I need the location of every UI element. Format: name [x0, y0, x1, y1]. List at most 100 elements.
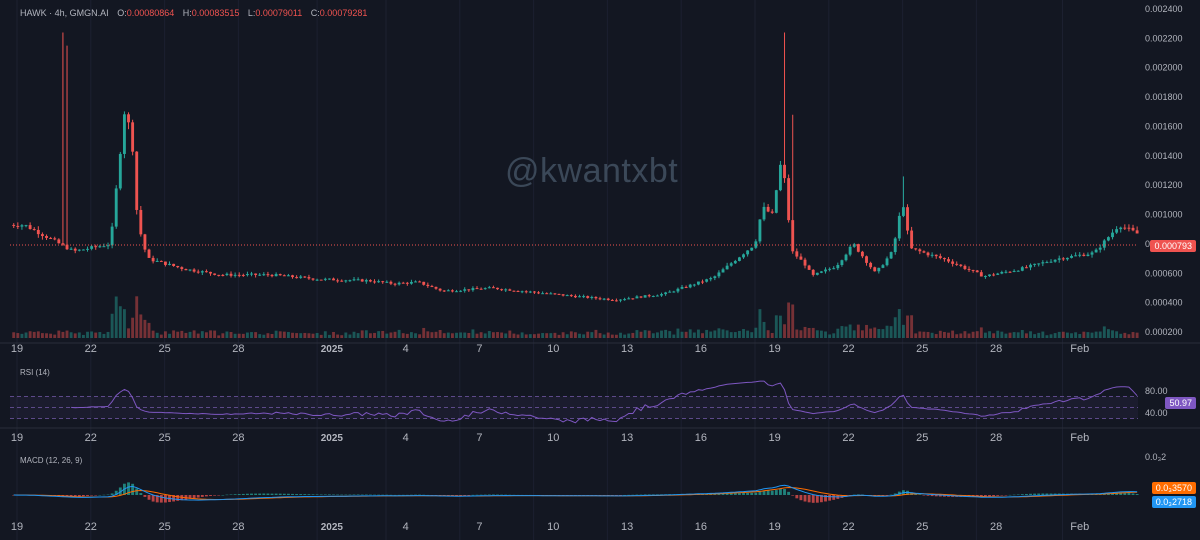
candle-body	[733, 260, 737, 264]
candle-body	[594, 296, 598, 299]
macd-label[interactable]: MACD (12, 26, 9)	[20, 456, 83, 465]
volume-bar	[971, 331, 975, 338]
macd-histogram-bar	[311, 494, 315, 495]
candle-body	[836, 264, 840, 269]
volume-bar	[159, 334, 163, 338]
candle-body	[467, 289, 471, 291]
candle-body	[323, 278, 327, 280]
volume-bar	[135, 296, 139, 338]
volume-bar	[381, 330, 385, 338]
macd-histogram-bar	[619, 495, 622, 496]
volume-bar	[291, 332, 294, 338]
macd-histogram-bar	[291, 493, 294, 495]
volume-bar	[1070, 333, 1073, 338]
time-tick-label: 25	[916, 521, 928, 533]
candle-body	[1135, 230, 1139, 234]
candle-body	[573, 295, 577, 298]
candle-body	[122, 114, 126, 154]
candle-body	[959, 264, 963, 266]
macd-histogram-bar	[926, 495, 930, 496]
macd-histogram-bar	[856, 494, 860, 495]
volume-bar	[1061, 331, 1065, 338]
candle-body	[647, 295, 651, 297]
volume-bar	[323, 331, 327, 338]
price-tick-label: 0.000400	[1145, 298, 1183, 308]
volume-bar	[315, 333, 319, 338]
candle-body	[53, 238, 57, 240]
volume-bar	[1082, 331, 1086, 338]
time-tick-label: 22	[85, 521, 97, 533]
macd-histogram-bar	[1041, 493, 1045, 495]
volume-bar	[155, 332, 159, 338]
volume-bar	[840, 326, 844, 338]
macd-histogram-bar	[192, 495, 196, 499]
macd-histogram-bar	[791, 495, 795, 496]
macd-histogram-bar	[401, 494, 405, 496]
candle-body	[942, 258, 946, 260]
macd-histogram-bar	[102, 494, 106, 496]
candle-body	[926, 252, 930, 256]
candle-body	[262, 274, 266, 276]
candle-body	[241, 274, 245, 276]
candle-body	[705, 279, 709, 282]
candle-body	[163, 261, 167, 265]
volume-bar	[860, 330, 864, 338]
macd-histogram-bar	[299, 494, 303, 495]
candle-body	[709, 278, 713, 280]
volume-bar	[110, 313, 114, 338]
macd-histogram-bar	[69, 495, 73, 497]
candle-body	[860, 251, 864, 257]
macd-histogram-bar	[778, 488, 782, 495]
candle-body	[459, 290, 463, 292]
volume-bar	[705, 329, 709, 338]
macd-histogram-bar	[799, 495, 803, 501]
macd-histogram-bar	[385, 494, 389, 496]
rsi-pane: 80.00 40.00	[10, 380, 1168, 424]
candle-body	[844, 254, 848, 261]
time-tick-label: 2025	[321, 344, 344, 355]
candle-body	[742, 254, 745, 258]
macd-histogram-bar	[483, 494, 487, 496]
volume-bar	[426, 331, 430, 338]
volume-bar	[881, 329, 885, 338]
volume-bar	[176, 331, 180, 338]
candle-body	[1123, 227, 1127, 229]
volume-bar	[590, 332, 594, 338]
time-tick-label: 19	[769, 521, 781, 533]
macd-histogram-bar	[463, 495, 467, 496]
macd-histogram-bar	[352, 494, 356, 496]
volume-bar	[573, 332, 577, 338]
time-tick-label: 25	[158, 432, 170, 444]
macd-histogram-bar	[1008, 494, 1012, 496]
candle-body	[500, 289, 504, 291]
macd-histogram-bar	[1037, 493, 1041, 495]
candle-body	[1102, 240, 1106, 248]
volume-bar	[787, 302, 791, 338]
candle-body	[1016, 270, 1020, 272]
volume-bar	[582, 334, 586, 338]
volume-bar	[94, 332, 98, 338]
close-value: 0.00079281	[319, 8, 368, 18]
volume-bar	[869, 328, 873, 338]
macd-histogram-bar	[803, 495, 807, 502]
volume-bar	[844, 326, 848, 338]
volume-bar	[430, 332, 434, 338]
time-tick-label: 22	[842, 343, 854, 355]
candle-body	[352, 279, 356, 281]
candle-body	[217, 274, 221, 276]
candle-body	[1070, 255, 1073, 258]
volume-bar	[627, 333, 631, 338]
candle-body	[520, 291, 524, 293]
candle-body	[1098, 247, 1102, 250]
macd-histogram-bar	[332, 494, 335, 496]
rsi-label[interactable]: RSI (14)	[20, 368, 50, 377]
volume-bar	[332, 331, 335, 338]
candle-body	[266, 274, 270, 276]
time-tick-label: Feb	[1070, 521, 1089, 533]
volume-bar	[282, 331, 286, 338]
candle-body	[348, 280, 352, 282]
candle-body	[590, 296, 594, 298]
volume-bar	[692, 332, 696, 338]
candle-body	[332, 278, 335, 281]
